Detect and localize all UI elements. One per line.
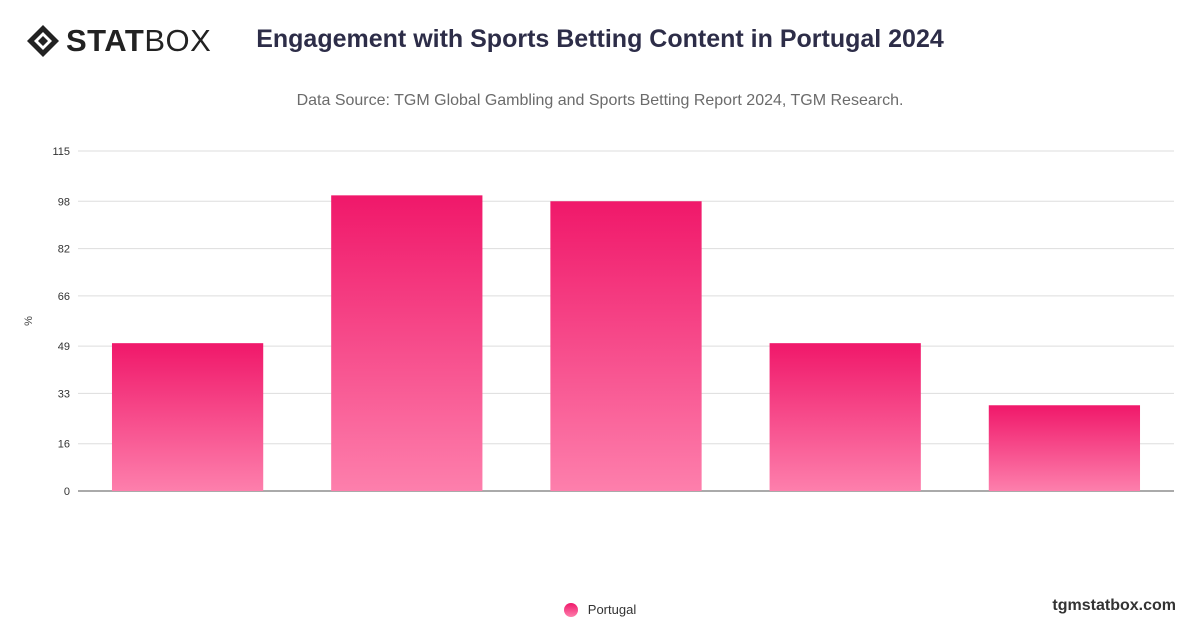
- logo-text-bold: STAT: [66, 23, 145, 58]
- y-axis-title: %: [23, 316, 35, 326]
- statbox-diamond-icon: [27, 25, 59, 57]
- y-tick-label: 82: [58, 244, 70, 256]
- y-tick-label: 98: [58, 196, 70, 208]
- y-tick-label: 33: [58, 388, 70, 400]
- logo-text: STATBOX: [66, 24, 211, 58]
- y-tick-label: 0: [64, 486, 70, 498]
- legend-label: Portugal: [587, 602, 637, 617]
- statbox-logo: STATBOX: [26, 24, 211, 58]
- bar: [331, 195, 483, 491]
- bar: [111, 343, 264, 491]
- watermark: tgmstatbox.com: [1052, 597, 1176, 614]
- bar: [988, 405, 1141, 491]
- legend: Portugal: [0, 602, 1200, 617]
- chart-subtitle: Data Source: TGM Global Gambling and Spo…: [296, 92, 904, 109]
- chart-title: Engagement with Sports Betting Content i…: [256, 25, 944, 53]
- y-tick-label: 115: [52, 146, 70, 158]
- y-tick-label: 66: [58, 291, 70, 303]
- bar: [769, 343, 921, 491]
- logo-text-light: BOX: [144, 23, 212, 58]
- y-tick-label: 16: [58, 439, 70, 451]
- legend-swatch: [563, 602, 578, 617]
- bar: [550, 201, 702, 491]
- y-tick-label: 49: [58, 341, 70, 353]
